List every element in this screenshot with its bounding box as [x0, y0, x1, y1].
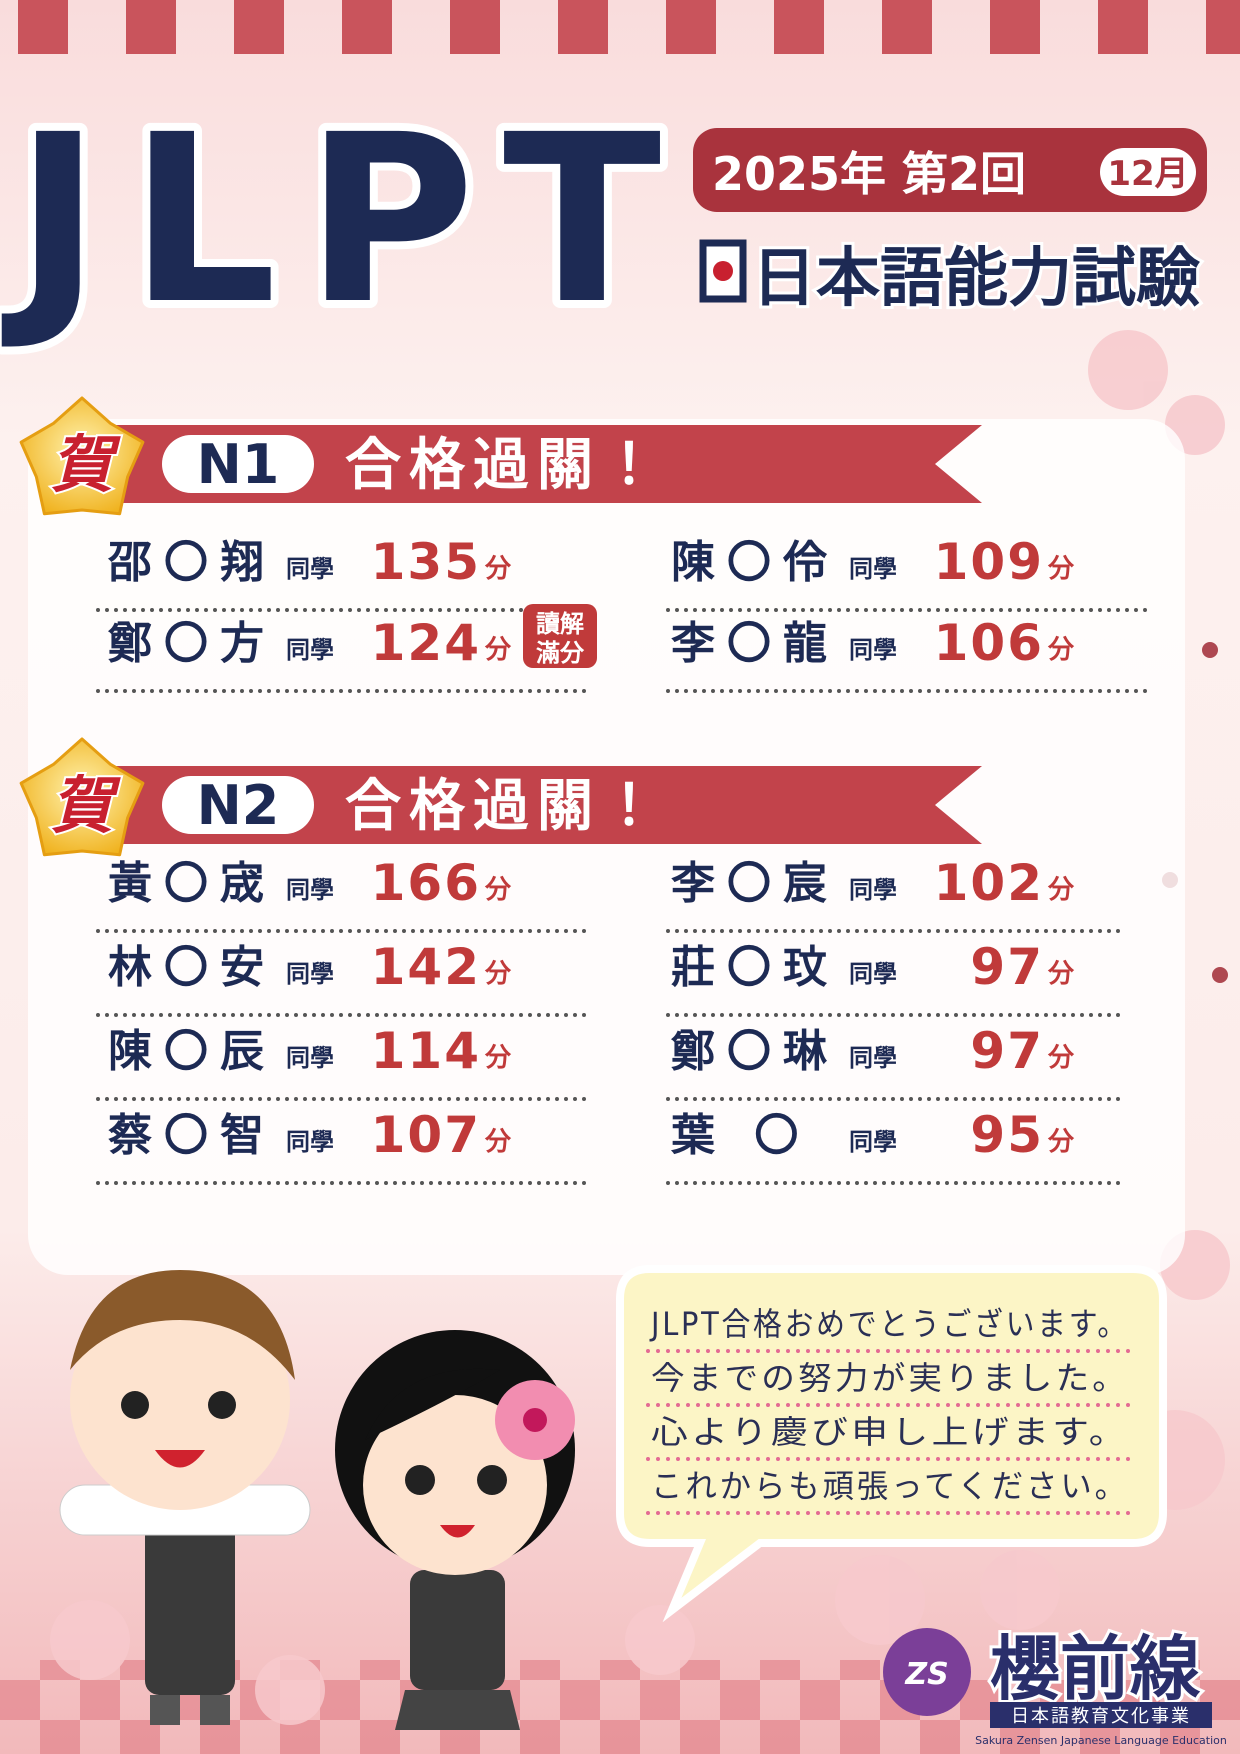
student-name: 葉 〇: [670, 1110, 810, 1161]
honorific: 同學: [849, 555, 897, 583]
level-pill: [162, 435, 314, 493]
title: JLPT: [1, 85, 689, 355]
heading: 合格過關！: [345, 433, 665, 498]
month-pill: [1100, 148, 1196, 196]
student-name: 莊〇玟: [671, 942, 839, 993]
student-name: 陳〇辰: [108, 1026, 276, 1077]
score: 166: [371, 854, 481, 912]
score-unit: 分: [484, 959, 512, 989]
student-name: 邵〇翔: [107, 537, 276, 588]
score-unit: 分: [484, 875, 512, 905]
score: 97: [970, 938, 1044, 996]
score-unit: 分: [484, 1043, 512, 1073]
student-name: 李〇宸: [671, 858, 839, 909]
student-name: 李〇龍: [671, 618, 839, 669]
logo-tagline-bar: [990, 1702, 1212, 1728]
student-name: 黃〇宬: [108, 858, 276, 909]
note: 滿分: [536, 639, 585, 667]
score-unit: 分: [1047, 635, 1075, 665]
score-unit: 分: [1047, 875, 1075, 905]
honorific: 同學: [286, 960, 334, 988]
level-pill: [162, 776, 314, 834]
logo-name: 櫻前線: [990, 1628, 1201, 1710]
sections: 賀 N1 合格過關！邵〇翔 同學 135 分陳〇伶 同學 109 分鄭〇方 同學 124 分讀解滿分李…: [19, 396, 1154, 1185]
ribbon: [100, 425, 982, 503]
score: 109: [934, 533, 1044, 591]
edition: 2025年 第2回: [712, 147, 1026, 201]
score: 135: [371, 533, 481, 591]
logo-english: Sakura Zensen Japanese Language Educatio…: [975, 1734, 1227, 1747]
student-name: 陳〇伶: [671, 537, 839, 588]
badge: 賀: [51, 428, 121, 501]
score: 124: [371, 614, 481, 672]
score: 106: [934, 614, 1044, 672]
level: N1: [197, 433, 280, 496]
student-name: 林〇安: [108, 942, 276, 993]
ribbon: [100, 766, 982, 844]
score-unit: 分: [1047, 959, 1075, 989]
honorific: 同學: [286, 555, 334, 583]
logo-tagline: 日本語教育文化事業: [1011, 1706, 1191, 1727]
logo: ZS 櫻前線 日本語教育文化事業 Sakura Zensen Japanese …: [883, 1625, 1227, 1747]
score: 107: [371, 1106, 481, 1164]
blossoms: [50, 330, 1230, 1725]
heading: 合格過關！: [345, 774, 665, 839]
honorific: 同學: [849, 1128, 897, 1156]
subtitle: 日本語能力試驗: [752, 242, 1200, 316]
student-name: 鄭〇琳: [671, 1026, 839, 1077]
honorific: 同學: [849, 636, 897, 664]
edition-banner: [693, 128, 1207, 212]
score-unit: 分: [1047, 1043, 1075, 1073]
message: JLPT合格おめでとうございます。今までの努力が実りました。心より慶び申し上げま…: [646, 1305, 1137, 1515]
student-name: 蔡〇智: [108, 1110, 276, 1161]
honorific: 同學: [286, 876, 334, 904]
honorific: 同學: [286, 636, 334, 664]
score-unit: 分: [1047, 1127, 1075, 1157]
score: 97: [970, 1022, 1044, 1080]
boy-character: [59, 1270, 311, 1725]
honorific: 同學: [849, 960, 897, 988]
badge-flower: [19, 396, 145, 516]
student-name: 鄭〇方: [108, 618, 276, 669]
month: 12月: [1107, 154, 1188, 194]
honorific: 同學: [286, 1128, 334, 1156]
message-line: 今までの努力が実りました。: [651, 1359, 1129, 1397]
level: N2: [197, 774, 280, 837]
honorific: 同學: [286, 1044, 334, 1072]
honorific: 同學: [849, 876, 897, 904]
girl-character: [335, 1330, 575, 1730]
score: 102: [934, 854, 1044, 912]
speech-bubble: [616, 1265, 1167, 1623]
score: 114: [371, 1022, 481, 1080]
results-panel: [28, 419, 1185, 1275]
score-unit: 分: [484, 554, 512, 584]
message-line: JLPT合格おめでとうございます。: [649, 1305, 1129, 1343]
top-stripe: [0, 0, 1240, 54]
flag-sun: [713, 261, 733, 281]
badge: 賀: [51, 769, 121, 842]
badge-flower: [19, 737, 145, 857]
logo-mark: ZS: [904, 1657, 948, 1692]
score-unit: 分: [484, 635, 512, 665]
message-line: 心より慶び申し上げます。: [651, 1413, 1129, 1451]
message-line: これからも頑張ってください。: [651, 1467, 1129, 1505]
score-unit: 分: [1047, 554, 1075, 584]
score: 95: [970, 1106, 1044, 1164]
note: 讀解: [536, 610, 584, 638]
score-unit: 分: [484, 1127, 512, 1157]
note-box: [523, 604, 597, 668]
score: 142: [371, 938, 481, 996]
honorific: 同學: [849, 1044, 897, 1072]
